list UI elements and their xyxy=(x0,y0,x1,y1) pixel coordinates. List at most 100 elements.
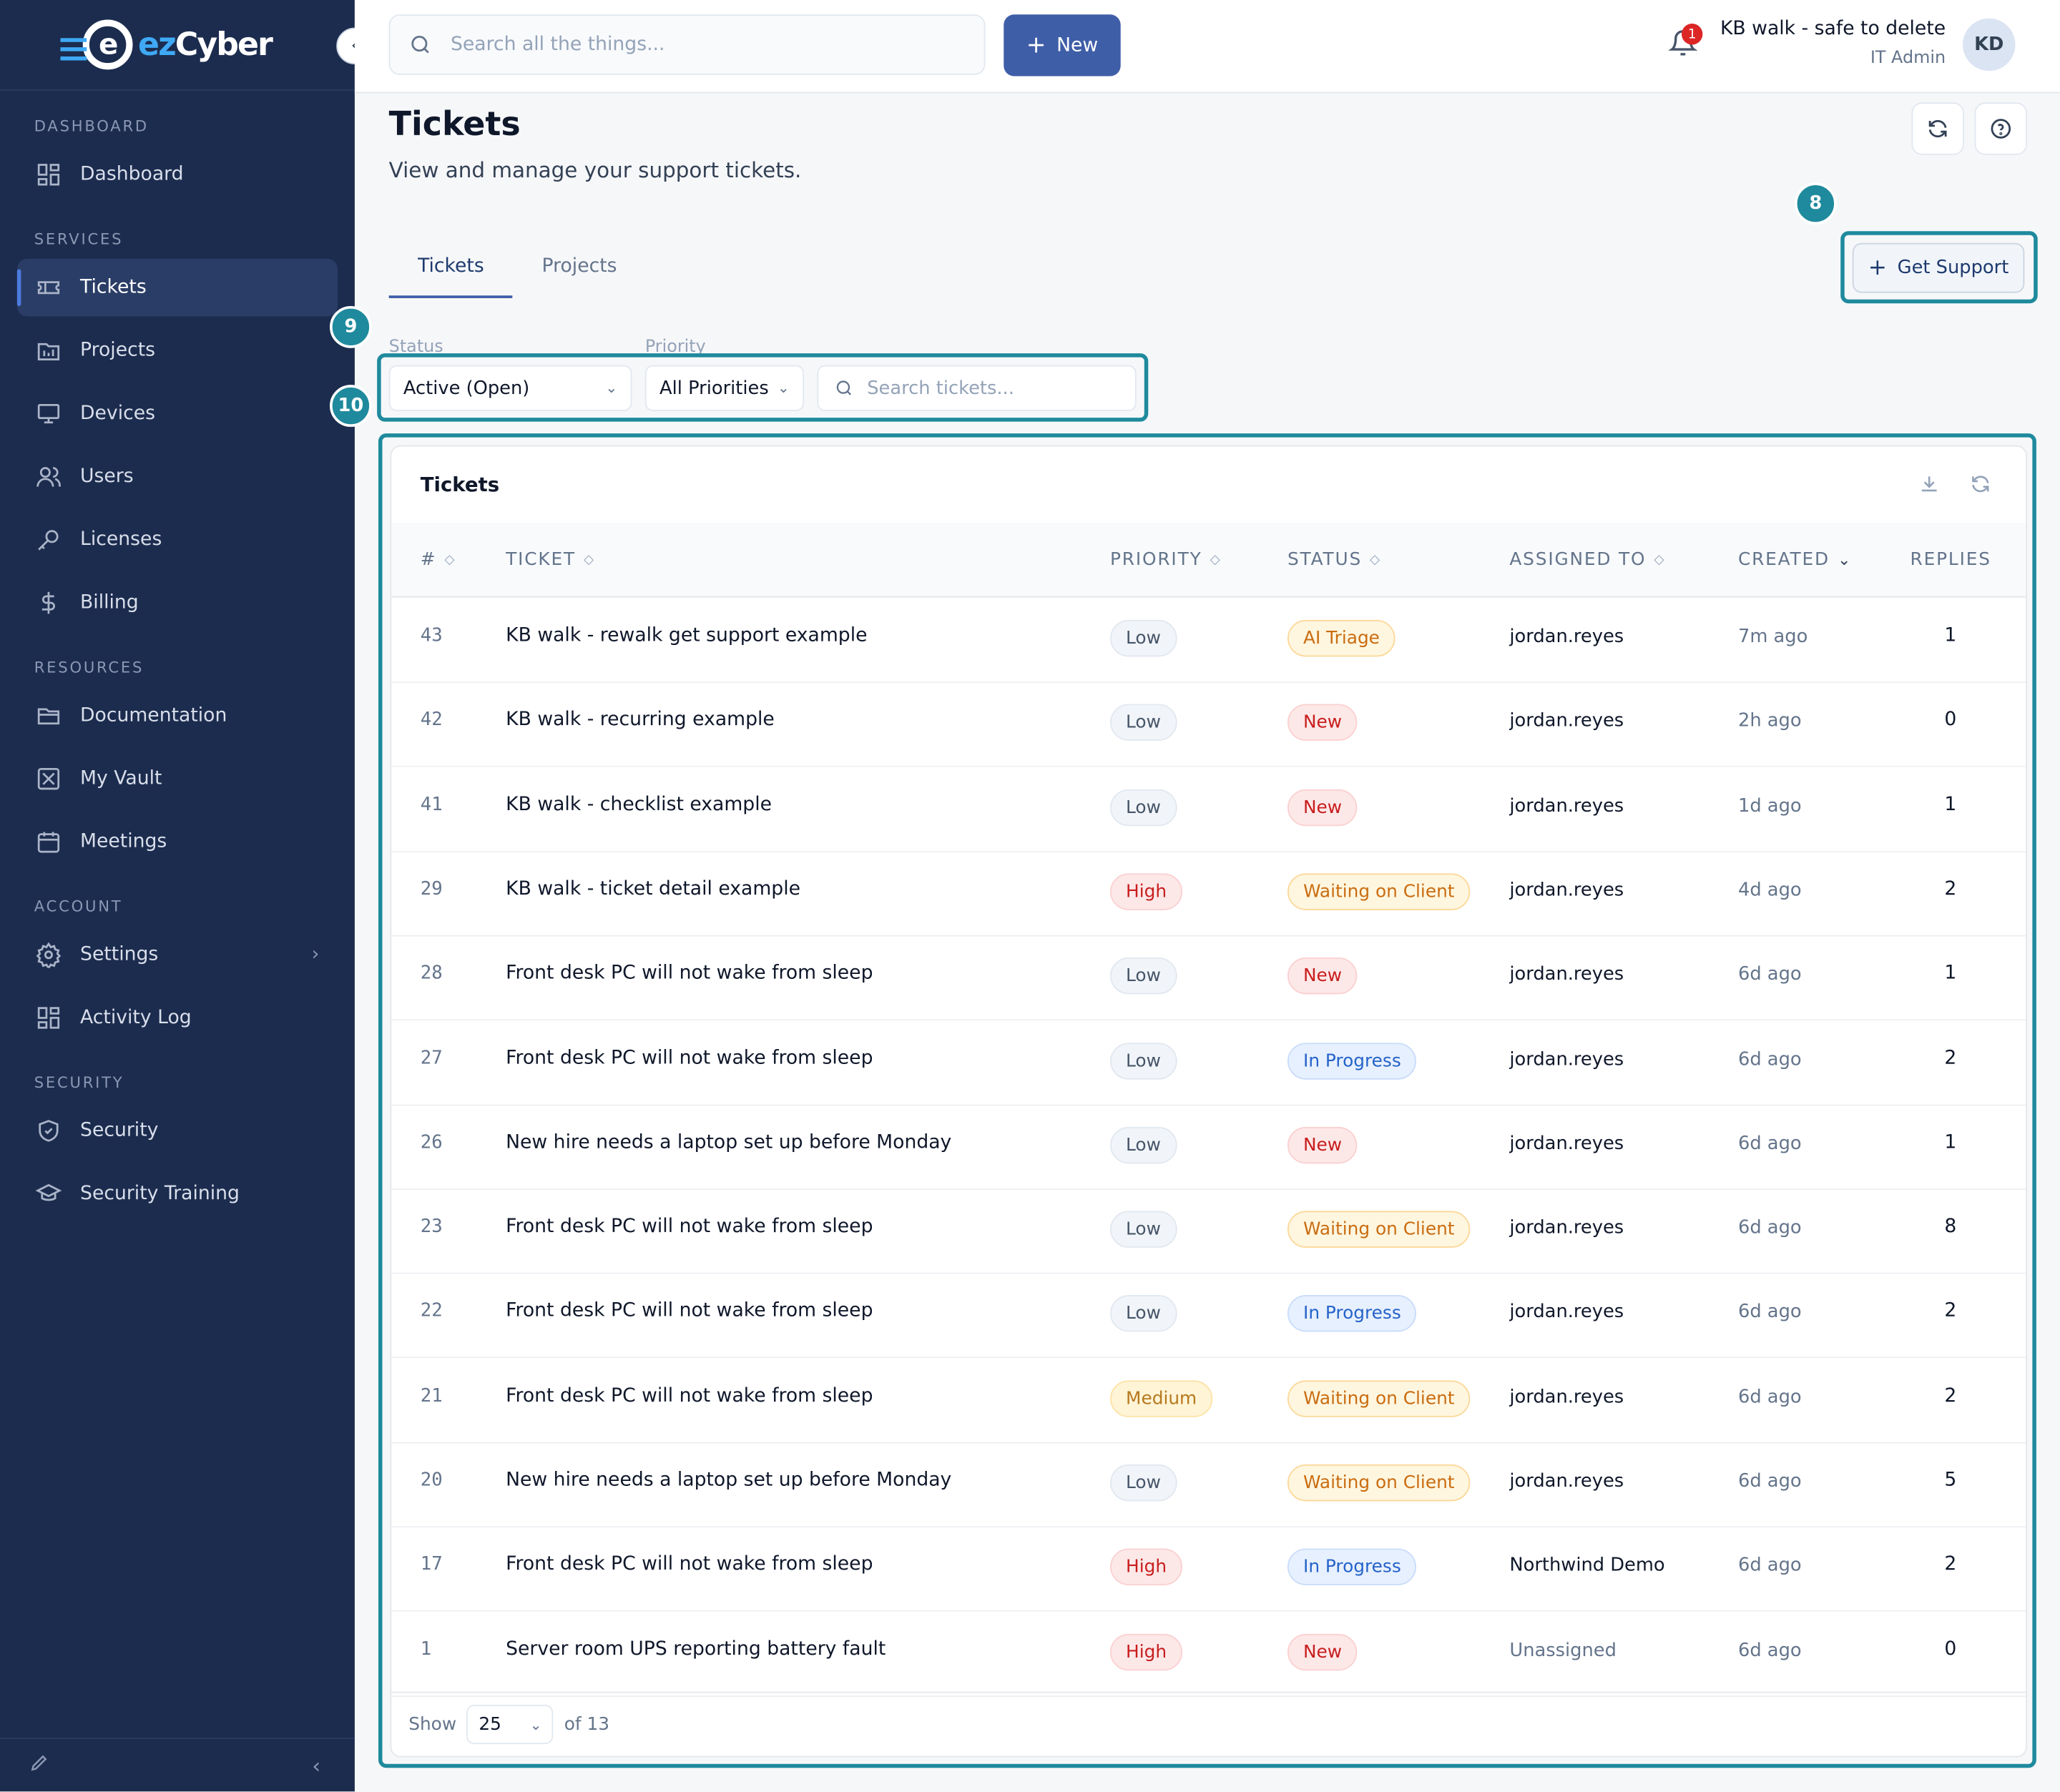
brand-header: e ezCyber ‹ xyxy=(0,0,373,91)
table-row[interactable]: 22 Front desk PC will not wake from sleep… xyxy=(391,1273,2026,1359)
get-support-label: Get Support xyxy=(1897,257,2009,279)
sidebar-item-users[interactable]: Users xyxy=(17,448,338,506)
status-cell: New xyxy=(1287,1633,1358,1670)
logo-text: ezCyber xyxy=(138,26,273,64)
total-count: of 13 xyxy=(564,1713,610,1736)
refresh-button[interactable] xyxy=(1911,102,1964,155)
status-badge: New xyxy=(1287,1126,1358,1163)
sort-icon: ◇ xyxy=(1210,552,1222,567)
column-header-priority[interactable]: PRIORITY ◇ xyxy=(1110,548,1222,571)
key-icon xyxy=(34,526,63,554)
ticket-search-input[interactable]: Search tickets... xyxy=(817,365,1137,411)
sidebar-item-settings[interactable]: Settings › xyxy=(17,926,338,984)
sidebar-item-documentation[interactable]: Documentation xyxy=(17,687,338,745)
chevron-down-icon: ⌄ xyxy=(1837,550,1853,569)
status-select[interactable]: Active (Open) ⌄ xyxy=(388,365,632,411)
sidebar-item-activity-log[interactable]: Activity Log xyxy=(17,989,338,1047)
get-support-button[interactable]: + Get Support xyxy=(1852,242,2025,293)
sidebar-item-dashboard[interactable]: Dashboard xyxy=(17,146,338,204)
table-row[interactable]: 28 Front desk PC will not wake from sleep… xyxy=(391,935,2026,1021)
sidebar-item-my-vault[interactable]: My Vault xyxy=(17,750,338,808)
sidebar-footer: ‹ xyxy=(0,1737,355,1791)
table-row[interactable]: 27 Front desk PC will not wake from sleep… xyxy=(391,1020,2026,1106)
priority-cell: Low xyxy=(1110,1464,1177,1502)
sidebar-item-meetings[interactable]: Meetings xyxy=(17,813,338,871)
table-row[interactable]: 29 KB walk - ticket detail example High Wai… xyxy=(391,851,2026,937)
tab-projects[interactable]: Projects xyxy=(541,255,617,277)
ticket-number: 17 xyxy=(420,1554,443,1575)
status-badge: Waiting on Client xyxy=(1287,1379,1471,1417)
column-header-replies[interactable]: REPLIES xyxy=(1910,548,1991,571)
status-cell: New xyxy=(1287,789,1358,826)
ticket-title: KB walk - checklist example xyxy=(506,794,772,815)
sidebar-item-security[interactable]: Security xyxy=(17,1102,338,1160)
download-icon[interactable] xyxy=(1918,473,1941,501)
ticket-title: Front desk PC will not wake from sleep xyxy=(506,1216,873,1238)
ticket-title: New hire needs a laptop set up before Mo… xyxy=(506,1131,952,1153)
avatar[interactable]: KD xyxy=(1963,18,2016,72)
sidebar-item-billing[interactable]: Billing xyxy=(17,574,338,632)
table-row[interactable]: 1 Server room UPS reporting battery fault… xyxy=(391,1611,2026,1697)
ticket-number: 22 xyxy=(420,1301,443,1322)
highlight-frame xyxy=(1840,231,2038,304)
table-row[interactable]: 41 KB walk - checklist example Low New jorda… xyxy=(391,767,2026,852)
column-header-status[interactable]: STATUS ◇ xyxy=(1287,548,1382,571)
priority-badge: Low xyxy=(1110,1295,1177,1333)
sidebar-item-devices[interactable]: Devices xyxy=(17,385,338,443)
sidebar-item-tickets[interactable]: Tickets xyxy=(16,258,338,317)
assigned-to: jordan.reyes xyxy=(1509,1301,1624,1324)
highlight-frame xyxy=(377,353,1149,422)
projects-icon xyxy=(34,336,63,365)
table-row[interactable]: 21 Front desk PC will not wake from sleep… xyxy=(391,1358,2026,1443)
created-time: 6d ago xyxy=(1737,964,1802,985)
top-bar: Search all the things... + New 1 KB walk… xyxy=(354,0,2060,94)
tab-tickets[interactable]: Tickets xyxy=(388,237,514,298)
ticket-number: 41 xyxy=(420,794,443,815)
ticket-title: New hire needs a laptop set up before Mo… xyxy=(506,1469,952,1491)
sidebar-item-licenses[interactable]: Licenses xyxy=(17,511,338,568)
priority-select[interactable]: All Priorities ⌄ xyxy=(644,365,805,411)
status-cell: In Progress xyxy=(1287,1042,1417,1079)
status-cell: In Progress xyxy=(1287,1549,1417,1586)
table-row[interactable]: 17 Front desk PC will not wake from sleep… xyxy=(391,1527,2026,1613)
ticket-icon xyxy=(34,273,63,302)
grid-icon xyxy=(34,160,63,189)
reply-count: 2 xyxy=(1944,1385,1957,1407)
status-cell: Waiting on Client xyxy=(1287,1464,1471,1502)
chevron-left-icon[interactable]: ‹ xyxy=(312,1753,321,1778)
created-time: 6d ago xyxy=(1737,1301,1802,1324)
callout-badge: 10 xyxy=(330,385,372,427)
pencil-icon[interactable] xyxy=(29,1752,49,1778)
help-button[interactable] xyxy=(1974,102,2028,155)
created-time: 2h ago xyxy=(1737,711,1802,732)
global-search-input[interactable]: Search all the things... xyxy=(388,14,986,75)
created-time: 6d ago xyxy=(1737,1133,1802,1155)
new-button[interactable]: + New xyxy=(1004,14,1121,77)
table-row[interactable]: 20 New hire needs a laptop set up before … xyxy=(391,1442,2026,1528)
notifications-button[interactable]: 1 xyxy=(1668,24,1703,63)
sidebar-item-label: Tickets xyxy=(80,277,147,298)
calendar-icon xyxy=(34,827,63,856)
sidebar-section-label: ACCOUNT xyxy=(34,897,123,916)
column-header-ticket[interactable]: TICKET ◇ xyxy=(506,548,596,571)
table-row[interactable]: 42 KB walk - recurring example Low New jorda… xyxy=(391,682,2026,768)
show-label: Show xyxy=(408,1713,457,1736)
priority-select-value: All Priorities xyxy=(659,378,769,399)
column-header-assigned[interactable]: ASSIGNED TO ◇ xyxy=(1509,548,1666,571)
user-name: KB walk - safe to delete xyxy=(1720,18,1946,40)
ezcyber-logo[interactable]: e ezCyber xyxy=(60,19,273,70)
sidebar-item-label: Billing xyxy=(80,592,139,614)
refresh-icon[interactable] xyxy=(1969,473,1991,501)
sidebar-item-label: Licenses xyxy=(80,529,162,551)
page-size-select[interactable]: 25 ⌄ xyxy=(466,1705,554,1745)
sort-icon: ◇ xyxy=(444,552,456,567)
sidebar-item-projects[interactable]: Projects xyxy=(17,322,338,380)
table-row[interactable]: 26 New hire needs a laptop set up before … xyxy=(391,1104,2026,1190)
notification-badge: 1 xyxy=(1681,24,1703,45)
column-header-number[interactable]: # ◇ xyxy=(420,548,456,571)
column-header-created[interactable]: CREATED ⌄ xyxy=(1737,548,1853,571)
table-row[interactable]: 23 Front desk PC will not wake from sleep… xyxy=(391,1188,2026,1274)
reply-count: 2 xyxy=(1944,1301,1957,1322)
table-row[interactable]: 43 KB walk - rewalk get support example Lo… xyxy=(391,598,2026,684)
sidebar-item-security-training[interactable]: Security Training xyxy=(17,1165,338,1223)
